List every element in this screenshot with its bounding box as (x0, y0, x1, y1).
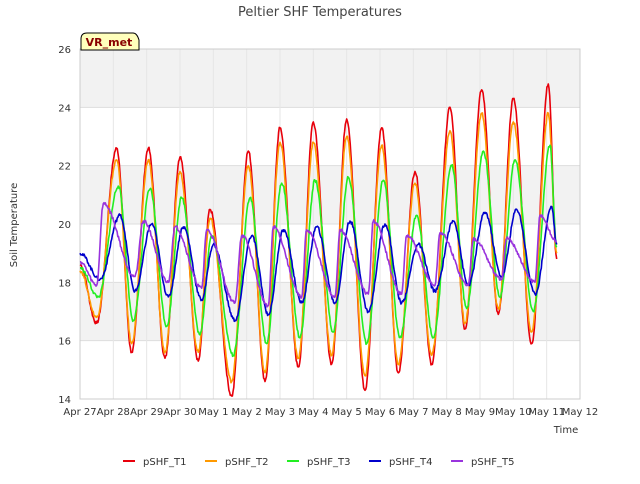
series-line-pSHF_T5 (79, 201, 558, 308)
x-tick-label: May 10 (495, 407, 532, 418)
y-tick-label: 22 (58, 162, 71, 173)
y-axis-label: Soil Temperature (9, 183, 20, 268)
site-badge: VR_met (80, 32, 140, 51)
site-badge-label: VR_met (86, 36, 133, 49)
x-tick-label: May 5 (332, 407, 362, 418)
y-tick-label: 24 (58, 103, 71, 114)
band (80, 49, 580, 108)
y-tick-label: 14 (58, 395, 71, 406)
site-badge-box (80, 32, 140, 51)
x-tick-label: May 7 (398, 407, 428, 418)
legend-label: pSHF_T5 (471, 457, 514, 468)
y-tick-label: 26 (58, 45, 71, 56)
band (80, 165, 580, 224)
plot-frame (79, 48, 581, 400)
x-tick-label: May 2 (232, 407, 262, 418)
series-layer (79, 83, 558, 397)
x-tick-label: May 12 (562, 407, 599, 418)
legend-label: pSHF_T1 (143, 457, 186, 468)
x-tick-label: May 9 (465, 407, 495, 418)
band (80, 107, 580, 166)
band (80, 224, 580, 283)
x-tick-label: May 3 (265, 407, 295, 418)
x-tick-label: Apr 27 (63, 407, 96, 418)
chart-title: Peltier SHF Temperatures (238, 5, 402, 20)
legend-label: pSHF_T2 (225, 457, 268, 468)
x-tick-label: May 1 (198, 407, 228, 418)
series-line-pSHF_T3 (79, 144, 558, 358)
series-line-pSHF_T4 (79, 205, 558, 323)
y-tick-label: 18 (58, 278, 71, 289)
y-tick-label: 20 (58, 220, 71, 231)
x-tick-label: May 11 (528, 407, 565, 418)
x-tick-label: May 8 (432, 407, 462, 418)
legend-label: pSHF_T4 (389, 457, 432, 468)
x-tick-label: Apr 28 (97, 407, 130, 418)
legend: pSHF_T1 pSHF_T2 pSHF_T3 pSHF_T4 pSHF_T5 (123, 457, 514, 468)
x-tick-label: Apr 29 (130, 407, 163, 418)
x-axis-label: Time (553, 425, 578, 436)
legend-label: pSHF_T3 (307, 457, 350, 468)
x-tick-label: Apr 30 (163, 407, 196, 418)
background-bands (80, 49, 580, 399)
x-tick-label: May 4 (298, 407, 328, 418)
series-line-pSHF_T2 (79, 111, 558, 384)
x-tick-label: May 6 (365, 407, 395, 418)
y-tick-label: 16 (58, 337, 71, 348)
y-axis-ticks: 14 16 18 20 22 24 26 (58, 45, 71, 406)
